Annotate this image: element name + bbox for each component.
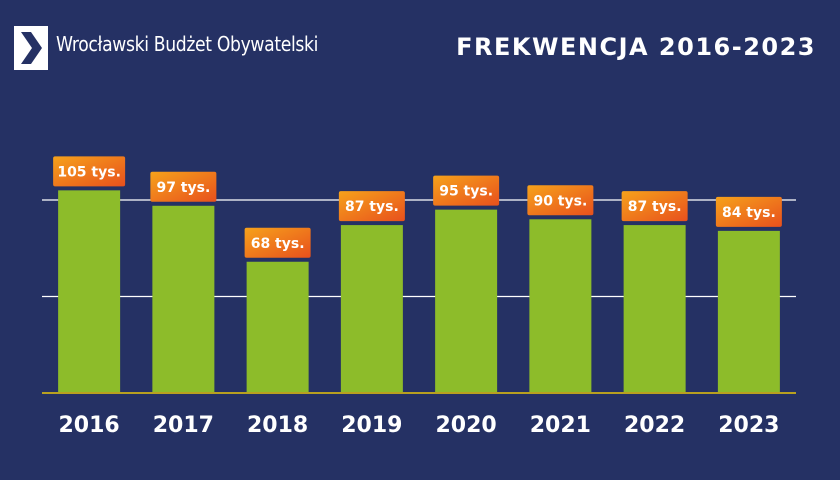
brand-name: Wrocławski Budżet Obywatelski (56, 32, 319, 56)
value-label: 87 tys. (628, 199, 682, 215)
value-label-box (244, 227, 311, 258)
value-label-box (338, 191, 405, 222)
value-label-box (150, 171, 217, 202)
chevron-right-icon (21, 32, 42, 64)
x-tick-label: 2023 (718, 413, 779, 438)
value-label-box (53, 156, 126, 187)
x-tick-label: 2017 (153, 413, 214, 438)
logo (14, 26, 48, 70)
value-label-box (433, 175, 500, 206)
bar (58, 190, 121, 393)
bar (623, 225, 686, 393)
bar (435, 209, 498, 393)
bar (246, 261, 309, 393)
bar (152, 205, 215, 393)
value-label: 87 tys. (345, 199, 399, 215)
value-label-box (527, 185, 594, 216)
value-label-box (715, 196, 782, 227)
value-label-box (621, 191, 688, 222)
x-tick-label: 2021 (530, 413, 591, 438)
x-tick-label: 2016 (59, 413, 120, 438)
x-tick-label: 2018 (247, 413, 308, 438)
bar (717, 230, 780, 393)
header: Wrocławski Budżet Obywatelski FREKWENCJA… (0, 0, 840, 90)
bar (529, 219, 592, 393)
value-label: 90 tys. (533, 193, 587, 209)
page-title: FREKWENCJA 2016-2023 (456, 33, 816, 61)
x-tick-label: 2020 (436, 413, 497, 438)
value-label: 84 tys. (722, 205, 776, 221)
x-tick-label: 2019 (341, 413, 402, 438)
value-label: 97 tys. (156, 180, 210, 196)
bar (340, 225, 403, 393)
value-label: 95 tys. (439, 184, 493, 200)
x-tick-label: 2022 (624, 413, 685, 438)
value-label: 68 tys. (251, 236, 305, 252)
value-label: 105 tys. (57, 164, 121, 180)
